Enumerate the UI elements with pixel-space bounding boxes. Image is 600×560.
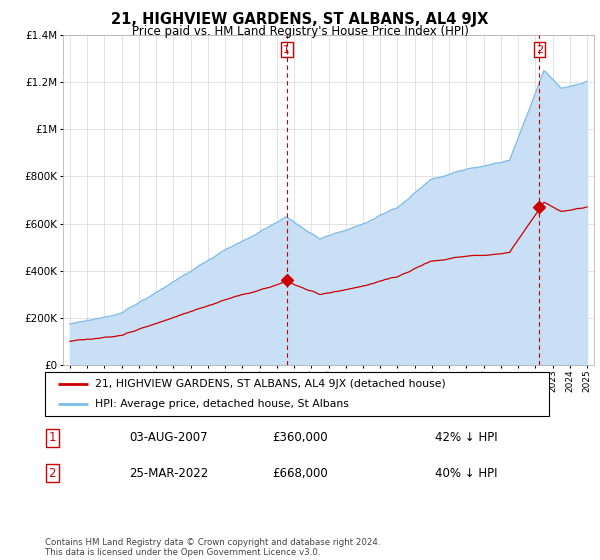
Text: 1: 1	[49, 431, 56, 445]
Text: 40% ↓ HPI: 40% ↓ HPI	[435, 466, 497, 480]
Text: 1: 1	[283, 45, 290, 55]
Text: 03-AUG-2007: 03-AUG-2007	[129, 431, 208, 445]
Text: 42% ↓ HPI: 42% ↓ HPI	[435, 431, 497, 445]
Text: HPI: Average price, detached house, St Albans: HPI: Average price, detached house, St A…	[95, 399, 349, 409]
FancyBboxPatch shape	[45, 372, 549, 416]
Text: £360,000: £360,000	[272, 431, 328, 445]
Text: £668,000: £668,000	[272, 466, 328, 480]
Text: 21, HIGHVIEW GARDENS, ST ALBANS, AL4 9JX: 21, HIGHVIEW GARDENS, ST ALBANS, AL4 9JX	[112, 12, 488, 27]
Text: 25-MAR-2022: 25-MAR-2022	[129, 466, 208, 480]
Text: 2: 2	[536, 45, 543, 55]
Text: Contains HM Land Registry data © Crown copyright and database right 2024.
This d: Contains HM Land Registry data © Crown c…	[45, 538, 380, 557]
Text: 21, HIGHVIEW GARDENS, ST ALBANS, AL4 9JX (detached house): 21, HIGHVIEW GARDENS, ST ALBANS, AL4 9JX…	[95, 379, 446, 389]
Text: 2: 2	[49, 466, 56, 480]
Text: Price paid vs. HM Land Registry's House Price Index (HPI): Price paid vs. HM Land Registry's House …	[131, 25, 469, 38]
